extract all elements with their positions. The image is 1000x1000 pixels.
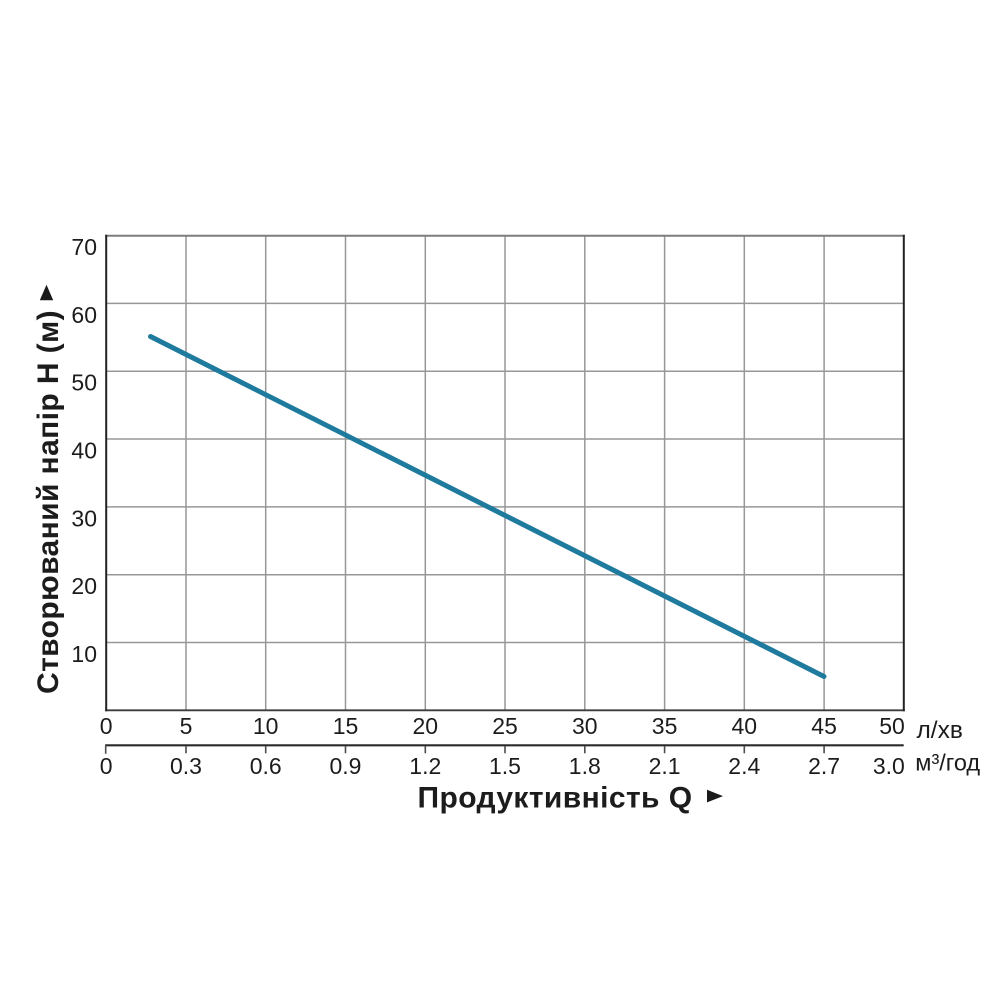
svg-text:2.1: 2.1	[649, 753, 681, 779]
svg-text:15: 15	[333, 713, 359, 739]
svg-text:л/хв: л/хв	[917, 717, 963, 744]
svg-text:5: 5	[180, 713, 193, 739]
svg-text:0: 0	[100, 713, 113, 739]
svg-text:Створюваний напір Н (м): Створюваний напір Н (м)	[32, 310, 65, 694]
svg-text:0.9: 0.9	[330, 753, 362, 779]
svg-text:50: 50	[879, 713, 905, 739]
svg-text:Q: Q	[669, 782, 692, 815]
svg-text:70: 70	[71, 234, 97, 260]
svg-text:2.4: 2.4	[728, 753, 760, 779]
svg-text:10: 10	[71, 641, 97, 667]
svg-text:50: 50	[71, 370, 97, 396]
svg-text:40: 40	[71, 438, 97, 464]
svg-text:2.7: 2.7	[808, 753, 840, 779]
svg-text:60: 60	[71, 302, 97, 328]
svg-text:м³/год: м³/год	[915, 750, 980, 776]
svg-text:30: 30	[572, 713, 598, 739]
svg-text:35: 35	[652, 713, 678, 739]
svg-text:20: 20	[71, 573, 97, 599]
svg-text:Продуктивність: Продуктивність	[418, 782, 660, 815]
svg-text:45: 45	[811, 713, 837, 739]
svg-text:1.8: 1.8	[569, 753, 601, 779]
svg-text:0.6: 0.6	[250, 753, 282, 779]
svg-text:0: 0	[100, 753, 113, 779]
svg-text:1.5: 1.5	[489, 753, 521, 779]
svg-text:3.0: 3.0	[873, 753, 905, 779]
svg-text:20: 20	[413, 713, 439, 739]
svg-text:40: 40	[732, 713, 758, 739]
svg-text:1.2: 1.2	[409, 753, 441, 779]
svg-text:10: 10	[253, 713, 279, 739]
svg-text:0.3: 0.3	[170, 753, 202, 779]
svg-text:25: 25	[492, 713, 518, 739]
svg-text:30: 30	[71, 505, 97, 531]
